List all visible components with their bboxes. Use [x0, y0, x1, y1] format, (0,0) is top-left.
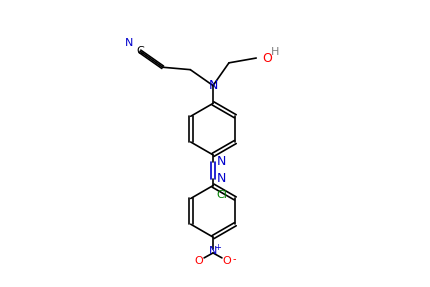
Text: H: H — [270, 47, 279, 57]
Text: C: C — [136, 46, 144, 56]
Text: O: O — [194, 256, 203, 266]
Text: N: N — [208, 79, 217, 92]
Text: N: N — [124, 38, 132, 49]
Text: N: N — [217, 155, 226, 168]
Text: N: N — [217, 172, 226, 185]
Text: N: N — [209, 246, 217, 256]
Text: Cl: Cl — [215, 191, 226, 201]
Text: +: + — [214, 243, 221, 253]
Text: O: O — [222, 256, 231, 266]
Text: O: O — [261, 52, 271, 65]
Text: -: - — [231, 254, 235, 264]
